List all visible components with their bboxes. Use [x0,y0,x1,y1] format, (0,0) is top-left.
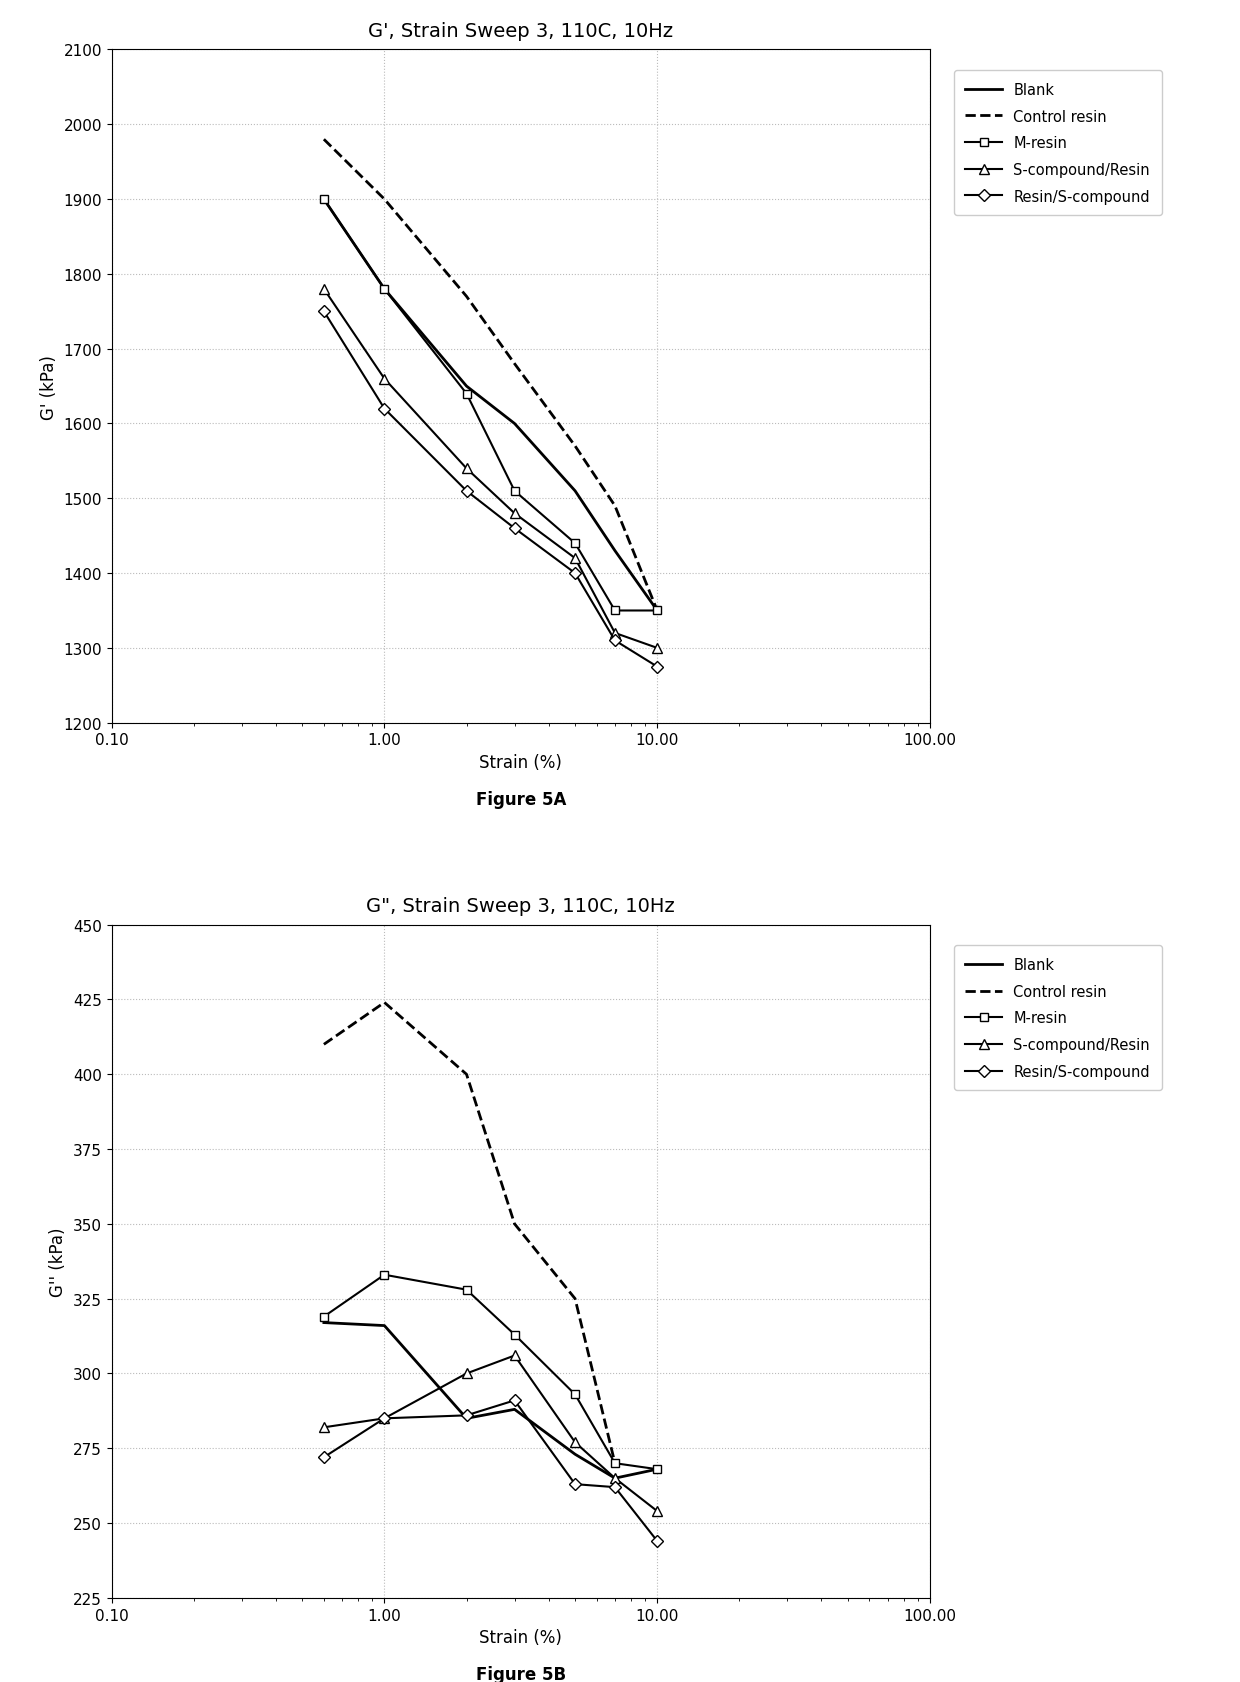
X-axis label: Strain (%): Strain (%) [480,754,562,772]
Legend: Blank, Control resin, M-resin, S-compound/Resin, Resin/S-compound: Blank, Control resin, M-resin, S-compoun… [954,945,1162,1090]
Text: Figure 5A: Figure 5A [476,791,565,809]
Title: G", Strain Sweep 3, 110C, 10Hz: G", Strain Sweep 3, 110C, 10Hz [367,897,675,915]
Y-axis label: G'' (kPa): G'' (kPa) [50,1226,67,1297]
Text: Figure 5B: Figure 5B [476,1665,565,1682]
Y-axis label: G' (kPa): G' (kPa) [40,355,58,419]
Title: G', Strain Sweep 3, 110C, 10Hz: G', Strain Sweep 3, 110C, 10Hz [368,22,673,40]
X-axis label: Strain (%): Strain (%) [480,1628,562,1647]
Legend: Blank, Control resin, M-resin, S-compound/Resin, Resin/S-compound: Blank, Control resin, M-resin, S-compoun… [954,71,1162,215]
